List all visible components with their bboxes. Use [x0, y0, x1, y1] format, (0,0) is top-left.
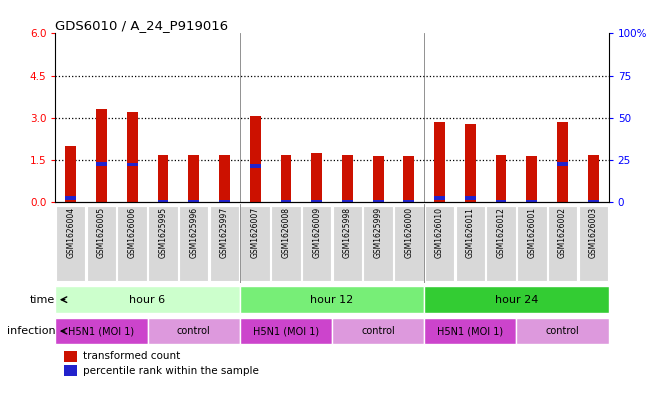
Text: infection: infection	[7, 326, 55, 336]
Text: GSM1626012: GSM1626012	[497, 207, 506, 257]
Bar	[465, 196, 476, 200]
Bar	[527, 156, 537, 202]
Bar	[557, 162, 568, 166]
FancyBboxPatch shape	[579, 206, 608, 281]
Bar	[65, 196, 76, 200]
FancyBboxPatch shape	[271, 206, 301, 281]
Bar	[557, 122, 568, 202]
FancyBboxPatch shape	[210, 206, 239, 281]
FancyBboxPatch shape	[55, 286, 240, 313]
FancyBboxPatch shape	[486, 206, 516, 281]
Text: GSM1626008: GSM1626008	[281, 207, 290, 258]
Bar	[158, 200, 169, 202]
Bar	[281, 200, 291, 202]
Text: GSM1625997: GSM1625997	[220, 207, 229, 258]
Text: H5N1 (MOI 1): H5N1 (MOI 1)	[68, 326, 135, 336]
FancyBboxPatch shape	[394, 206, 424, 281]
Text: H5N1 (MOI 1): H5N1 (MOI 1)	[253, 326, 319, 336]
Bar	[404, 156, 414, 202]
FancyBboxPatch shape	[517, 206, 547, 281]
FancyBboxPatch shape	[240, 286, 424, 313]
Text: GSM1625998: GSM1625998	[343, 207, 352, 258]
Bar	[311, 200, 322, 202]
Text: GSM1626010: GSM1626010	[435, 207, 444, 258]
Text: control: control	[177, 326, 210, 336]
Bar	[404, 200, 414, 202]
Text: time: time	[30, 295, 55, 305]
Bar	[527, 200, 537, 202]
Bar	[373, 200, 383, 202]
Text: GSM1626009: GSM1626009	[312, 207, 321, 258]
FancyBboxPatch shape	[424, 286, 609, 313]
Bar	[64, 365, 77, 376]
Text: GSM1626005: GSM1626005	[97, 207, 106, 258]
FancyBboxPatch shape	[55, 318, 148, 344]
Bar	[188, 154, 199, 202]
Text: hour 12: hour 12	[311, 295, 353, 305]
Text: control: control	[546, 326, 579, 336]
FancyBboxPatch shape	[240, 206, 270, 281]
Bar	[465, 123, 476, 202]
FancyBboxPatch shape	[87, 206, 116, 281]
FancyBboxPatch shape	[332, 318, 424, 344]
Text: GSM1626001: GSM1626001	[527, 207, 536, 258]
Text: control: control	[361, 326, 395, 336]
Bar	[65, 146, 76, 202]
Bar	[219, 154, 230, 202]
FancyBboxPatch shape	[117, 206, 147, 281]
Bar	[188, 200, 199, 202]
FancyBboxPatch shape	[424, 318, 516, 344]
Text: hour 24: hour 24	[495, 295, 538, 305]
Text: GSM1626004: GSM1626004	[66, 207, 76, 258]
Text: GSM1626011: GSM1626011	[466, 207, 475, 257]
FancyBboxPatch shape	[516, 318, 609, 344]
FancyBboxPatch shape	[363, 206, 393, 281]
Bar	[250, 116, 260, 202]
FancyBboxPatch shape	[548, 206, 577, 281]
FancyBboxPatch shape	[456, 206, 485, 281]
Bar	[434, 122, 445, 202]
Bar	[495, 154, 506, 202]
Bar	[342, 200, 353, 202]
Bar	[127, 112, 137, 202]
Text: GSM1625996: GSM1625996	[189, 207, 198, 258]
Text: percentile rank within the sample: percentile rank within the sample	[83, 365, 259, 376]
Bar	[311, 153, 322, 202]
Bar	[495, 200, 506, 202]
Bar	[158, 154, 169, 202]
Text: GSM1626006: GSM1626006	[128, 207, 137, 258]
Bar	[64, 351, 77, 362]
FancyBboxPatch shape	[56, 206, 85, 281]
FancyBboxPatch shape	[425, 206, 454, 281]
Bar	[127, 163, 137, 166]
Bar	[96, 109, 107, 202]
Bar	[434, 196, 445, 200]
Text: GSM1625995: GSM1625995	[158, 207, 167, 258]
FancyBboxPatch shape	[179, 206, 208, 281]
Text: hour 6: hour 6	[130, 295, 165, 305]
Bar	[588, 154, 599, 202]
FancyBboxPatch shape	[333, 206, 362, 281]
Text: GSM1626000: GSM1626000	[404, 207, 413, 258]
Bar	[588, 200, 599, 202]
Text: GDS6010 / A_24_P919016: GDS6010 / A_24_P919016	[55, 19, 229, 32]
FancyBboxPatch shape	[148, 318, 240, 344]
Bar	[373, 156, 383, 202]
Text: transformed count: transformed count	[83, 351, 180, 362]
Bar	[250, 163, 260, 168]
Bar	[342, 154, 353, 202]
Text: GSM1626003: GSM1626003	[589, 207, 598, 258]
FancyBboxPatch shape	[240, 318, 332, 344]
FancyBboxPatch shape	[302, 206, 331, 281]
Bar	[219, 200, 230, 202]
Text: GSM1625999: GSM1625999	[374, 207, 383, 258]
Bar	[281, 154, 291, 202]
Text: GSM1626007: GSM1626007	[251, 207, 260, 258]
Text: H5N1 (MOI 1): H5N1 (MOI 1)	[437, 326, 503, 336]
FancyBboxPatch shape	[148, 206, 178, 281]
Text: GSM1626002: GSM1626002	[558, 207, 567, 258]
Bar	[96, 162, 107, 166]
